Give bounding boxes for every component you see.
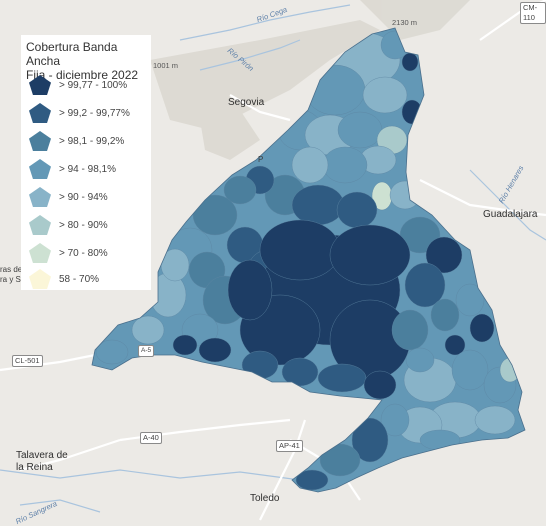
municipality-area[interactable] — [322, 146, 368, 184]
municipality-area[interactable] — [425, 236, 463, 274]
legend-swatch — [29, 187, 51, 207]
legend-label: > 98,1 - 99,2% — [59, 136, 125, 147]
legend-title-line2: Fija - diciembre 2022 — [26, 68, 139, 82]
legend-label: > 94 - 98,1% — [59, 164, 116, 175]
label-cut-left-2: ra y S — [0, 275, 21, 284]
legend-swatch — [29, 131, 51, 151]
road-ap41: AP-41 — [276, 440, 303, 452]
legend: Cobertura Banda Ancha Fija - diciembre 2… — [21, 35, 151, 290]
legend-item-6: > 80 - 90% — [29, 215, 154, 237]
municipality-area[interactable] — [95, 339, 129, 365]
municipality-area[interactable] — [351, 417, 389, 463]
municipality-area[interactable] — [291, 146, 329, 184]
municipality-area[interactable] — [455, 283, 485, 317]
municipality-area[interactable] — [451, 349, 489, 391]
legend-item-3: > 98,1 - 99,2% — [29, 131, 154, 153]
legend-label: > 70 - 80% — [59, 248, 108, 259]
legend-title: Cobertura Banda Ancha Fija - diciembre 2… — [26, 40, 154, 82]
relief-shading — [150, 0, 470, 160]
municipality-area[interactable] — [444, 334, 466, 356]
legend-swatch — [29, 269, 51, 289]
municipality-area[interactable] — [223, 175, 257, 205]
legend-label: 58 - 70% — [59, 274, 100, 285]
legend-item-1: > 99,77 - 100% — [29, 75, 154, 97]
municipality-area[interactable] — [317, 363, 367, 393]
road-a5: A-5 — [138, 345, 155, 357]
municipality-area[interactable] — [474, 405, 516, 435]
legend-item-2: > 99,2 - 99,77% — [29, 103, 154, 125]
legend-label: > 80 - 90% — [59, 220, 108, 231]
municipality-area[interactable] — [227, 259, 273, 321]
label-guadalajara: Guadalajara — [483, 209, 538, 220]
municipality-area[interactable] — [291, 184, 345, 226]
label-cut-p: P — [258, 155, 264, 164]
label-talavera-2: la Reina — [16, 462, 53, 473]
elevation-2130: 2130 m — [392, 18, 418, 27]
municipality-area[interactable] — [198, 337, 232, 363]
legend-item-7: > 70 - 80% — [29, 243, 154, 265]
legend-title-line1: Cobertura Banda Ancha — [26, 40, 118, 68]
legend-swatch — [29, 215, 51, 235]
label-cut-left-1: ras de — [0, 265, 23, 274]
municipality-area[interactable] — [404, 262, 446, 308]
municipality-area[interactable] — [469, 313, 495, 343]
legend-label: > 99,77 - 100% — [59, 80, 128, 91]
elevation-1001: 1001 m — [153, 61, 179, 70]
municipality-area[interactable] — [401, 52, 419, 72]
municipality-area[interactable] — [362, 76, 408, 114]
road-a40: A-40 — [140, 432, 162, 444]
region-fills — [95, 30, 521, 491]
municipality-area[interactable] — [329, 224, 411, 286]
legend-item-4: > 94 - 98,1% — [29, 159, 154, 181]
legend-swatch — [29, 75, 51, 95]
road-cm110: CM-110 — [520, 2, 546, 24]
label-segovia: Segovia — [228, 97, 265, 108]
municipality-area[interactable] — [336, 191, 378, 229]
municipality-area[interactable] — [259, 219, 341, 281]
label-toledo: Toledo — [250, 493, 280, 504]
municipality-area[interactable] — [319, 443, 361, 477]
legend-label: > 90 - 94% — [59, 192, 108, 203]
road-cl501: CL-501 — [12, 355, 43, 367]
legend-label: > 99,2 - 99,77% — [59, 108, 130, 119]
municipality-area[interactable] — [337, 111, 383, 149]
municipality-area[interactable] — [391, 309, 429, 351]
municipality-area[interactable] — [380, 403, 410, 437]
legend-item-5: > 90 - 94% — [29, 187, 154, 209]
rivers — [0, 4, 546, 513]
municipality-area[interactable] — [405, 347, 435, 373]
label-talavera-1: Talavera de — [16, 450, 68, 461]
municipality-area[interactable] — [192, 194, 238, 236]
municipality-area[interactable] — [131, 315, 165, 345]
municipality-area[interactable] — [430, 298, 460, 332]
legend-swatch — [29, 243, 51, 263]
municipality-area[interactable] — [295, 469, 329, 491]
municipality-area[interactable] — [172, 334, 198, 356]
legend-item-8: 58 - 70% — [29, 269, 154, 291]
legend-swatch — [29, 103, 51, 123]
legend-swatch — [29, 159, 51, 179]
madrid-region — [91, 27, 526, 493]
municipality-area[interactable] — [363, 370, 397, 400]
